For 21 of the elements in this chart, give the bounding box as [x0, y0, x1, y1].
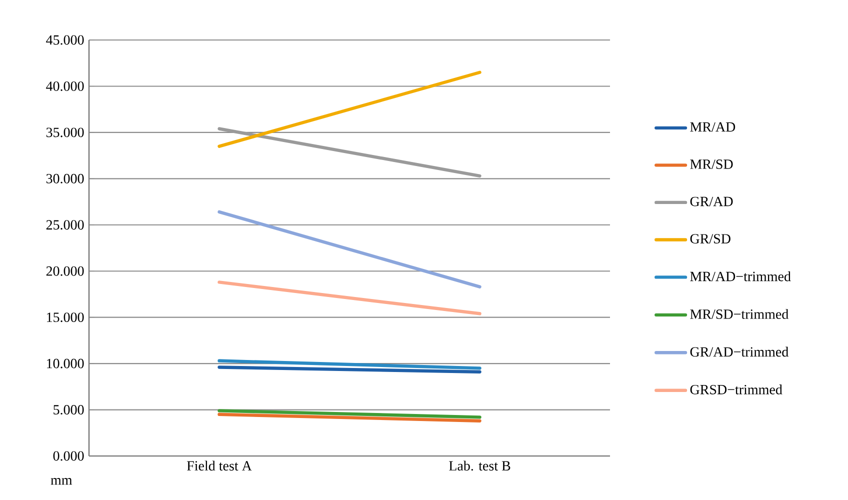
x-tick-label: Field test A: [186, 460, 252, 471]
legend-label: GR/AD: [690, 196, 733, 206]
y-tick-label: 35.000: [46, 128, 84, 138]
y-tick-label: 30.000: [46, 174, 84, 184]
y-tick-label: 10.000: [47, 358, 84, 368]
y-axis-title: mm: [50, 478, 72, 485]
legend-label: GRSD−trimmed: [690, 384, 782, 394]
legend-label: GR/SD: [690, 234, 730, 244]
y-tick-label: 25.000: [46, 220, 84, 230]
legend-label: MR/SD: [690, 160, 733, 169]
y-tick-label: 5.000: [54, 405, 84, 415]
y-tick-label: 15.000: [47, 312, 84, 322]
y-tick-label: 45.000: [46, 35, 84, 45]
y-tick-label: 40.000: [46, 81, 84, 91]
x-tick-label: Lab. test B: [449, 460, 510, 471]
y-tick-label: 0.000: [53, 451, 84, 461]
legend-label: MR/SD−trimmed: [690, 309, 788, 319]
legend-label: GR/AD−trimmed: [690, 346, 788, 357]
legend-label: MR/AD: [690, 122, 736, 132]
y-tick-label: 20.000: [46, 266, 84, 276]
legend-label: MR/AD−trimmed: [690, 271, 791, 282]
